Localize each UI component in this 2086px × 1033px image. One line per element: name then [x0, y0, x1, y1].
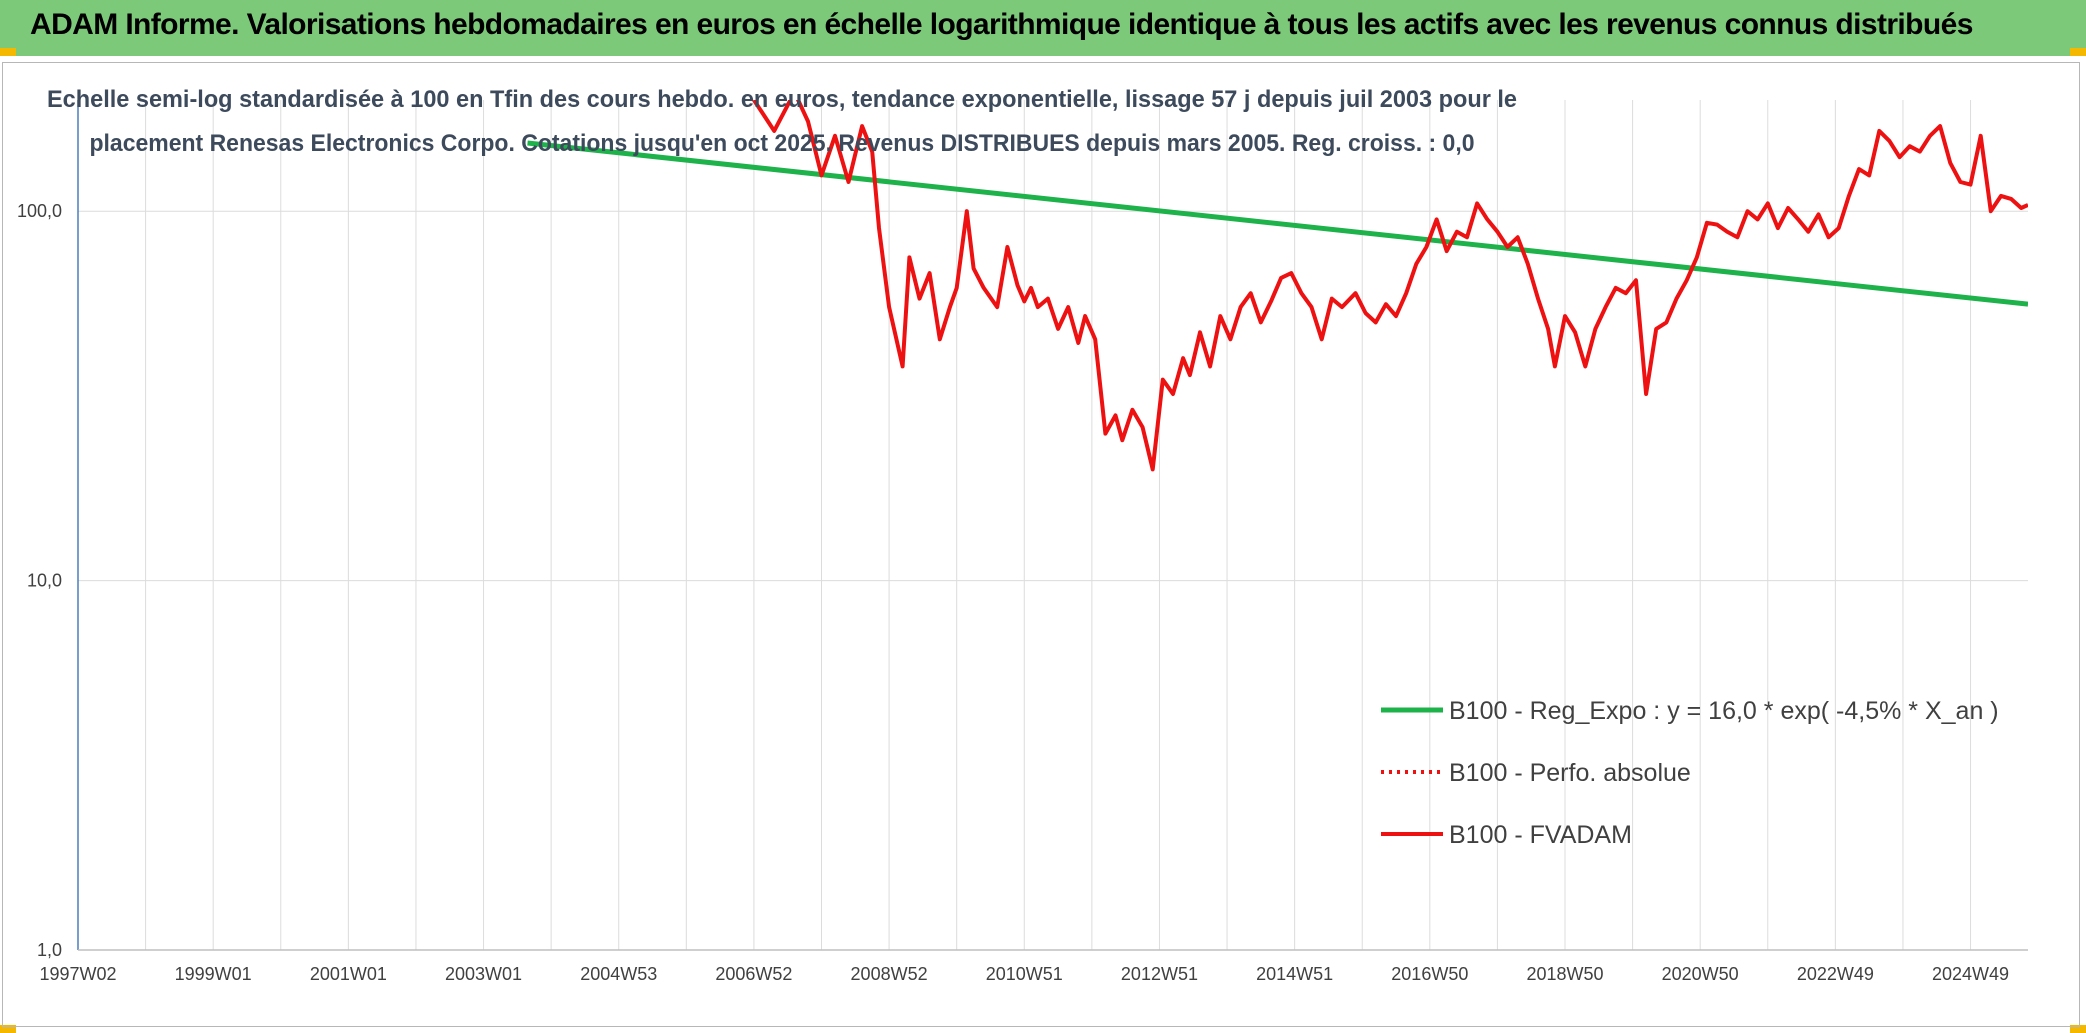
- x-tick-label: 1997W02: [39, 964, 116, 984]
- chart-subtitle-line-1: Echelle semi-log standardisée à 100 en T…: [47, 86, 1517, 113]
- series-line-0: [527, 140, 2028, 307]
- x-tick-label: 2020W50: [1662, 964, 1739, 984]
- legend-label-2: B100 - FVADAM: [1449, 821, 1632, 849]
- x-tick-label: 2003W01: [445, 964, 522, 984]
- x-tick-label: 1999W01: [175, 964, 252, 984]
- x-tick-label: 2014W51: [1256, 964, 1333, 984]
- x-tick-label: 2022W49: [1797, 964, 1874, 984]
- report-header: ADAM Informe. Valorisations hebdomadaire…: [0, 0, 2086, 56]
- chart-subtitle-line-2: placement Renesas Electronics Corpo. Cot…: [90, 130, 1475, 157]
- y-tick-label: 10,0: [27, 571, 62, 591]
- x-tick-label: 2016W50: [1391, 964, 1468, 984]
- x-tick-label: 2004W53: [580, 964, 657, 984]
- series-line-2: [752, 100, 2028, 472]
- axes: 100,0 10,0 1,0 1997W02 1999W01 2001W01 2003W01…: [17, 100, 2028, 984]
- x-tick-label: 2008W52: [851, 964, 928, 984]
- y-tick-label: 1,0: [37, 940, 62, 960]
- grid: [77, 100, 2028, 951]
- x-tick-label: 2024W49: [1932, 964, 2009, 984]
- x-tick-label: 2010W51: [986, 964, 1063, 984]
- legend-label-0: B100 - Reg_Expo : y = 16,0 * exp( -4,5% …: [1449, 697, 1999, 725]
- x-tick-label: 2012W51: [1121, 964, 1198, 984]
- report-title: ADAM Informe. Valorisations hebdomadaire…: [30, 8, 1973, 41]
- chart-frame: 100,0 10,0 1,0 1997W02 1999W01 2001W01 2003W01…: [2, 62, 2080, 1027]
- x-tick-label: 2001W01: [310, 964, 387, 984]
- corner-mark: [2070, 1025, 2086, 1033]
- x-tick-label: 2018W50: [1526, 964, 1603, 984]
- legend: B100 - Reg_Expo : y = 16,0 * exp( -4,5% …: [1381, 697, 1999, 849]
- legend-label-1: B100 - Perfo. absolue: [1449, 759, 1691, 787]
- corner-mark: [2070, 48, 2086, 56]
- chart-svg: 100,0 10,0 1,0 1997W02 1999W01 2001W01 2003W01…: [17, 86, 2028, 984]
- corner-mark: [0, 48, 16, 56]
- corner-mark: [0, 1025, 16, 1033]
- x-tick-label: 2006W52: [715, 964, 792, 984]
- y-tick-label: 100,0: [17, 201, 62, 221]
- series-layer: [527, 100, 2028, 472]
